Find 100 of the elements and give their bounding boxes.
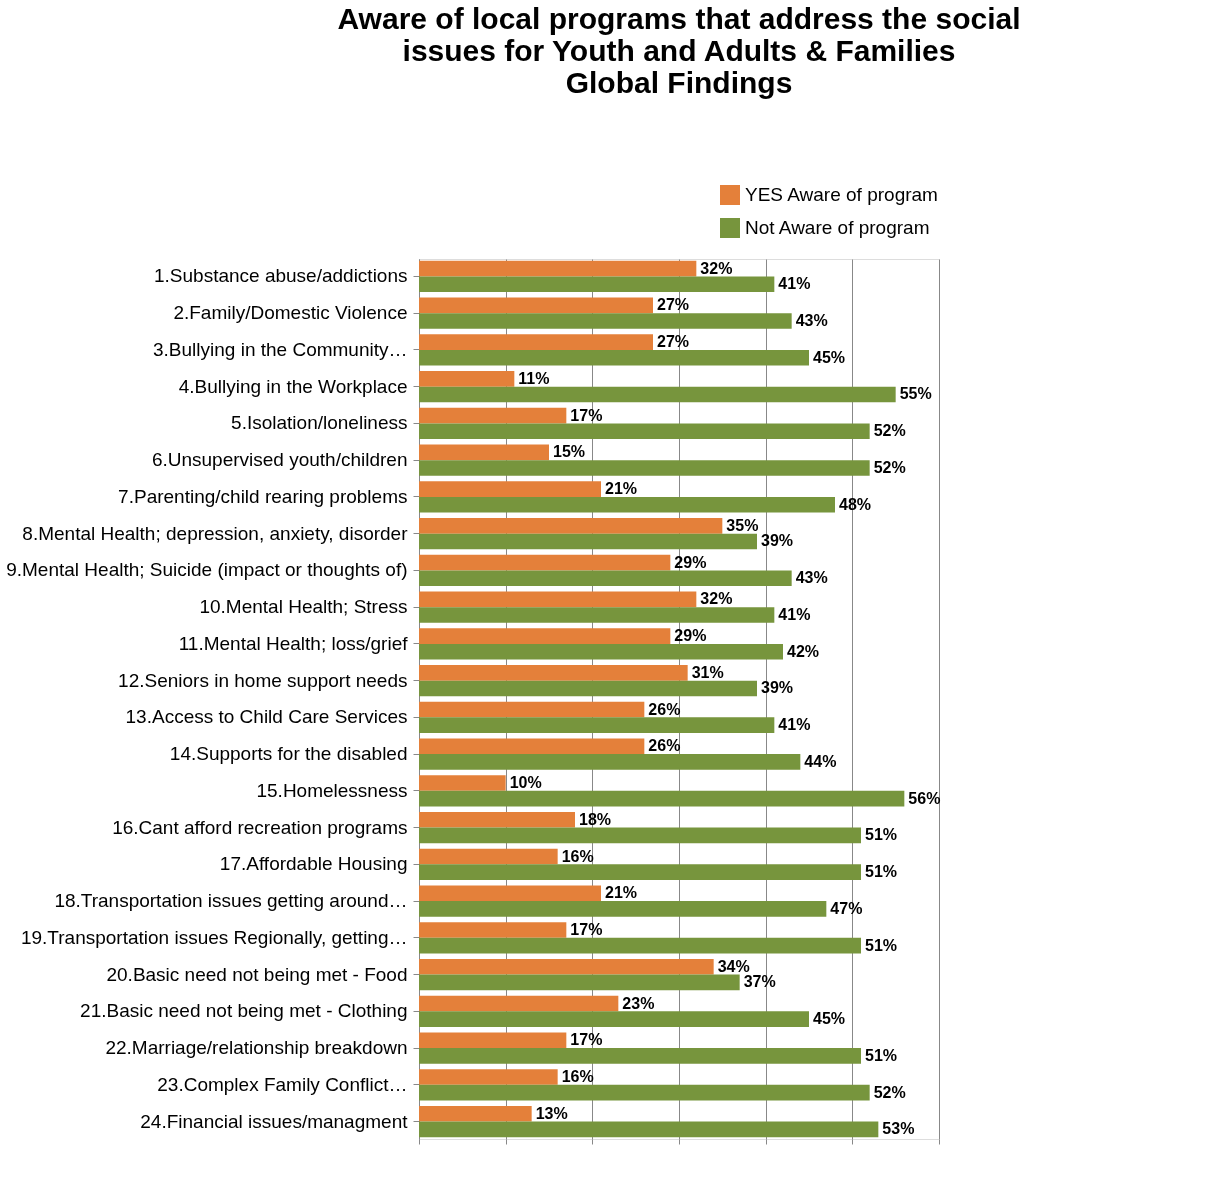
bar [419,717,775,733]
data-label: 41% [778,605,811,623]
bar [419,496,835,513]
y-tick-label: 16.Cant afford recreation programs [112,816,408,838]
y-tick-label: 17.Affordable Housing [219,853,408,875]
data-label: 32% [700,590,733,608]
y-tick-label: 20.Basic need not being met - Food [106,963,408,985]
y-tick-label: 10.Mental Health; Stress [199,596,408,618]
y-tick-label: 1.Substance abuse/addictions [153,265,408,287]
y-tick-label: 21.Basic need not being met - Clothing [80,1000,408,1022]
data-label: 21% [605,884,638,902]
data-label: 43% [795,569,828,587]
data-label: 52% [873,422,906,440]
data-label: 45% [813,1010,846,1028]
data-label: 56% [908,789,941,807]
bar [419,1069,558,1085]
data-label: 29% [674,553,707,571]
y-tick-label: 4.Bullying in the Workplace [178,375,408,397]
bar [419,570,792,587]
bar [419,518,723,534]
bar [419,974,740,991]
bar [419,423,870,440]
y-tick-label: 3.Bullying in the Community… [153,338,408,360]
text: Aware of local programs that address the social [337,2,1021,35]
bar [419,1121,879,1138]
bar [419,937,861,954]
data-label: 18% [579,810,612,828]
bar [419,554,671,571]
data-label: 11% [518,369,550,387]
data-label: 13% [535,1104,568,1122]
y-tick-label: 19.Transportation issues Regionally, getting… [20,926,408,948]
bar [419,958,714,975]
bar [419,827,861,844]
data-label: 16% [561,847,594,865]
data-label: 55% [899,385,932,403]
data-label: 44% [804,752,837,770]
data-label: 29% [674,627,707,645]
y-tick-label: 2.Family/Domestic Violence [173,302,408,324]
data-label: 37% [743,973,776,991]
y-tick-label: 14.Supports for the disabled [169,743,408,765]
bar [419,276,775,293]
y-tick-label: 7.Parenting/child rearing problems [118,485,408,507]
bar [419,313,792,329]
y-tick-label: 12.Seniors in home support needs [118,669,408,691]
legend-label: YES Aware of program [745,184,938,205]
text: Global Findings [565,66,793,99]
y-tick-label: 24.Financial issues/managment [140,1110,409,1132]
data-label: 27% [657,333,690,351]
data-label: 17% [570,921,603,939]
bar [419,334,653,350]
bar [419,901,827,917]
data-label: 41% [778,275,811,293]
data-label: 52% [873,1083,906,1101]
bar [419,790,905,807]
data-label: 42% [787,642,820,660]
bar [419,1032,567,1049]
bar [419,643,783,660]
data-label: 21% [605,480,638,498]
data-label: 31% [691,663,724,681]
bar [419,260,697,277]
y-tick-label: 22.Marriage/relationship breakdown [105,1037,408,1059]
bar [419,885,601,902]
bar [419,1084,870,1101]
bar [419,349,809,366]
bar [419,386,896,403]
data-label: 41% [778,716,811,734]
bar [419,680,757,697]
data-label: 17% [570,1031,603,1049]
data-label: 15% [553,443,586,461]
y-tick-label: 8.Mental Health; depression, anxiety, disorder [22,522,409,544]
data-label: 17% [570,406,603,424]
bar [419,1011,809,1027]
bar [419,591,697,608]
bar [419,1048,861,1064]
bar [419,533,757,550]
data-label: 51% [865,826,898,844]
bar [419,607,775,623]
bar [419,995,619,1012]
bar [419,444,549,461]
data-label: 51% [865,1046,898,1064]
data-label: 39% [761,532,794,550]
data-label: 52% [873,458,906,476]
legend-label: Not Aware of program [745,217,930,238]
data-label: 51% [865,936,898,954]
data-label: 26% [648,737,681,755]
data-label: 23% [622,994,655,1012]
y-tick-label: 15.Homelessness [256,779,408,801]
data-label: 26% [648,700,681,718]
bar [419,775,506,791]
bar [419,754,801,770]
y-tick-label: 11.Mental Health; loss/grief [178,632,409,654]
text: issues for Youth and Adults & Families [402,34,956,67]
bar [419,1105,532,1122]
y-tick-label: 18.Transportation issues getting around… [54,890,408,912]
data-label: 48% [839,495,872,513]
bar [419,738,645,755]
bar [419,848,558,865]
bar [419,407,567,424]
y-tick-label: 6.Unsupervised youth/children [151,449,408,471]
bar [419,701,645,718]
